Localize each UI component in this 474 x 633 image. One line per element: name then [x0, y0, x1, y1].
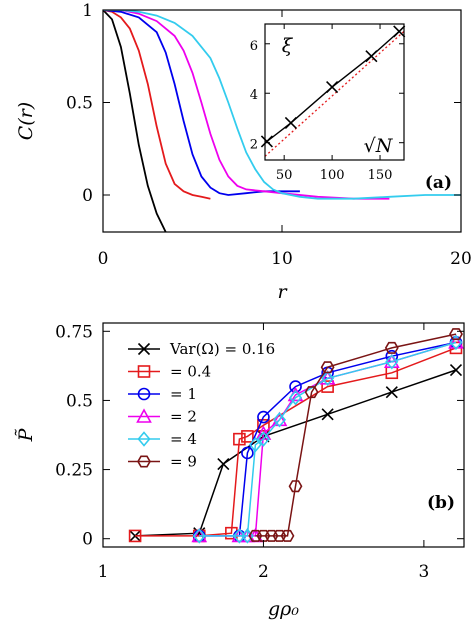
- panel-b-data-point: [321, 408, 334, 421]
- panel-b-data-point: [321, 370, 335, 387]
- panel-b-ytick-label: 0.5: [66, 391, 93, 411]
- panel-b-data-point: [257, 410, 270, 424]
- panel-b-data-point: [288, 389, 303, 406]
- panel-b-ytick-label: 0: [82, 530, 93, 550]
- panel-b-data-point: [272, 529, 287, 542]
- panel-b-data-point: [248, 436, 262, 453]
- panel-b-xtick-label: 3: [418, 562, 429, 582]
- panel-a-inset-data-point: [326, 80, 339, 94]
- panel-b-data-point: [241, 446, 254, 460]
- panel-b-data-point: [217, 457, 230, 471]
- panel-b-data-point: [257, 419, 270, 432]
- panel-b-ylabel: P̃: [15, 427, 37, 442]
- panel-b-data-point: [264, 529, 279, 542]
- panel-b-frame: [102, 322, 465, 548]
- panel-b-legend: Var(Ω) = 0.16 = 0.4 = 1 = 2 = 4 = 9: [128, 340, 275, 471]
- panel-b-series-line: [255, 333, 457, 537]
- panel-b-data-point: [233, 432, 246, 446]
- panel-a-inset-data-point: [365, 50, 378, 63]
- panel-b-chart: 1 2 3 0 0.25 0.5 0.75 gρ₀ P̃ (b) Var(Ω) = 0.16 = 0.…: [15, 322, 465, 620]
- panel-a-xtick-label: 20: [450, 249, 472, 269]
- panel-b-data-point: [288, 480, 303, 493]
- legend-marker: [137, 365, 151, 378]
- legend-entry-label: = 0.4: [170, 363, 211, 381]
- panel-b-series: [248, 328, 463, 542]
- panel-b-ytick-label: 0.25: [55, 461, 93, 481]
- legend-entry-label: Var(Ω) = 0.16: [169, 340, 275, 358]
- panel-a-label: (a): [425, 173, 452, 193]
- panel-b-data-point: [320, 361, 335, 374]
- panel-a-inset-ytick-label: 2: [250, 138, 258, 153]
- panel-b-data-point: [256, 529, 271, 542]
- panel-a-ytick-label: 1: [82, 1, 93, 21]
- panel-b-series: [192, 334, 463, 544]
- panel-b-xtick-label: 1: [98, 562, 109, 582]
- panel-b-xtick-label: 2: [258, 562, 269, 582]
- panel-b-data-point: [192, 528, 206, 544]
- panel-b-data-point: [241, 430, 254, 443]
- panel-b-data-point: [280, 529, 295, 542]
- panel-a-ylabel: C(r): [15, 102, 37, 140]
- panel-b-series-line: [135, 347, 457, 537]
- panel-a-series-line: [103, 10, 300, 196]
- panel-a-inset-xtick-label: 50: [276, 168, 293, 183]
- legend-entry-label: = 1: [170, 385, 197, 403]
- panel-a-inset-xtick-label: 100: [320, 168, 345, 183]
- panel-b-data-point: [384, 341, 399, 354]
- panel-b-data-point: [129, 529, 142, 543]
- legend-marker: [137, 455, 151, 468]
- panel-a-inset-xtick-label: 150: [368, 168, 393, 183]
- legend-marker: [137, 342, 151, 356]
- legend-marker: [137, 431, 151, 447]
- panel-b-data-point: [256, 431, 270, 447]
- panel-b-ytick-label: 0.75: [55, 322, 93, 342]
- panel-a-inset-xlabel: √N: [364, 135, 394, 157]
- panel-b-data-point: [385, 386, 398, 399]
- panel-a-chart: 0 10 20 0 0.5 1 r C(r) (a) 50 100 150 2 4 6 ξ √N: [15, 1, 472, 303]
- panel-b-data-point: [128, 529, 142, 543]
- panel-b-data-point: [449, 363, 463, 377]
- panel-b-data-point: [385, 353, 399, 370]
- panel-a-series-line: [103, 10, 211, 200]
- panel-a-ytick-label: 0: [82, 186, 93, 206]
- panel-b-data-point: [449, 328, 463, 341]
- panel-a-inset-ytick-label: 6: [250, 39, 258, 54]
- panel-a-xtick-label: 10: [271, 249, 293, 269]
- panel-a-inset-data-point: [393, 25, 406, 38]
- panel-a-inset-frame: [264, 23, 405, 161]
- legend-entry-label: = 2: [170, 408, 197, 426]
- panel-b-data-point: [304, 386, 319, 399]
- legend-marker: [137, 387, 151, 401]
- panel-a-inset-ylabel: ξ: [282, 35, 294, 57]
- panel-a-series-line: [103, 10, 461, 200]
- panel-b-series-line: [199, 341, 457, 537]
- panel-a-series-group: [103, 10, 461, 232]
- panel-a-inset-data-point: [260, 135, 273, 148]
- panel-a-series-line: [103, 10, 167, 232]
- panel-b-label: (b): [427, 493, 455, 513]
- panel-b-data-point: [248, 529, 263, 542]
- legend-entry-label: = 9: [170, 453, 197, 471]
- panel-b-data-point: [321, 380, 334, 393]
- panel-a-inset: 50 100 150 2 4 6 ξ √N: [250, 23, 406, 183]
- panel-a-ytick-label: 0.5: [66, 94, 93, 114]
- panel-b-data-point: [449, 334, 463, 351]
- panel-b-series-line: [199, 341, 457, 537]
- panel-a-xtick-label: 0: [98, 249, 109, 269]
- panel-a-xlabel: r: [277, 281, 288, 303]
- panel-a-inset-ytick-label: 4: [250, 88, 258, 103]
- legend-marker: [136, 408, 152, 423]
- panel-a-inset-data-point: [284, 116, 297, 129]
- panel-a-inset-bg: [265, 24, 404, 160]
- panel-b-data-point: [272, 412, 287, 428]
- panel-b-xlabel: gρ₀: [268, 598, 299, 620]
- legend-entry-label: = 4: [170, 430, 197, 448]
